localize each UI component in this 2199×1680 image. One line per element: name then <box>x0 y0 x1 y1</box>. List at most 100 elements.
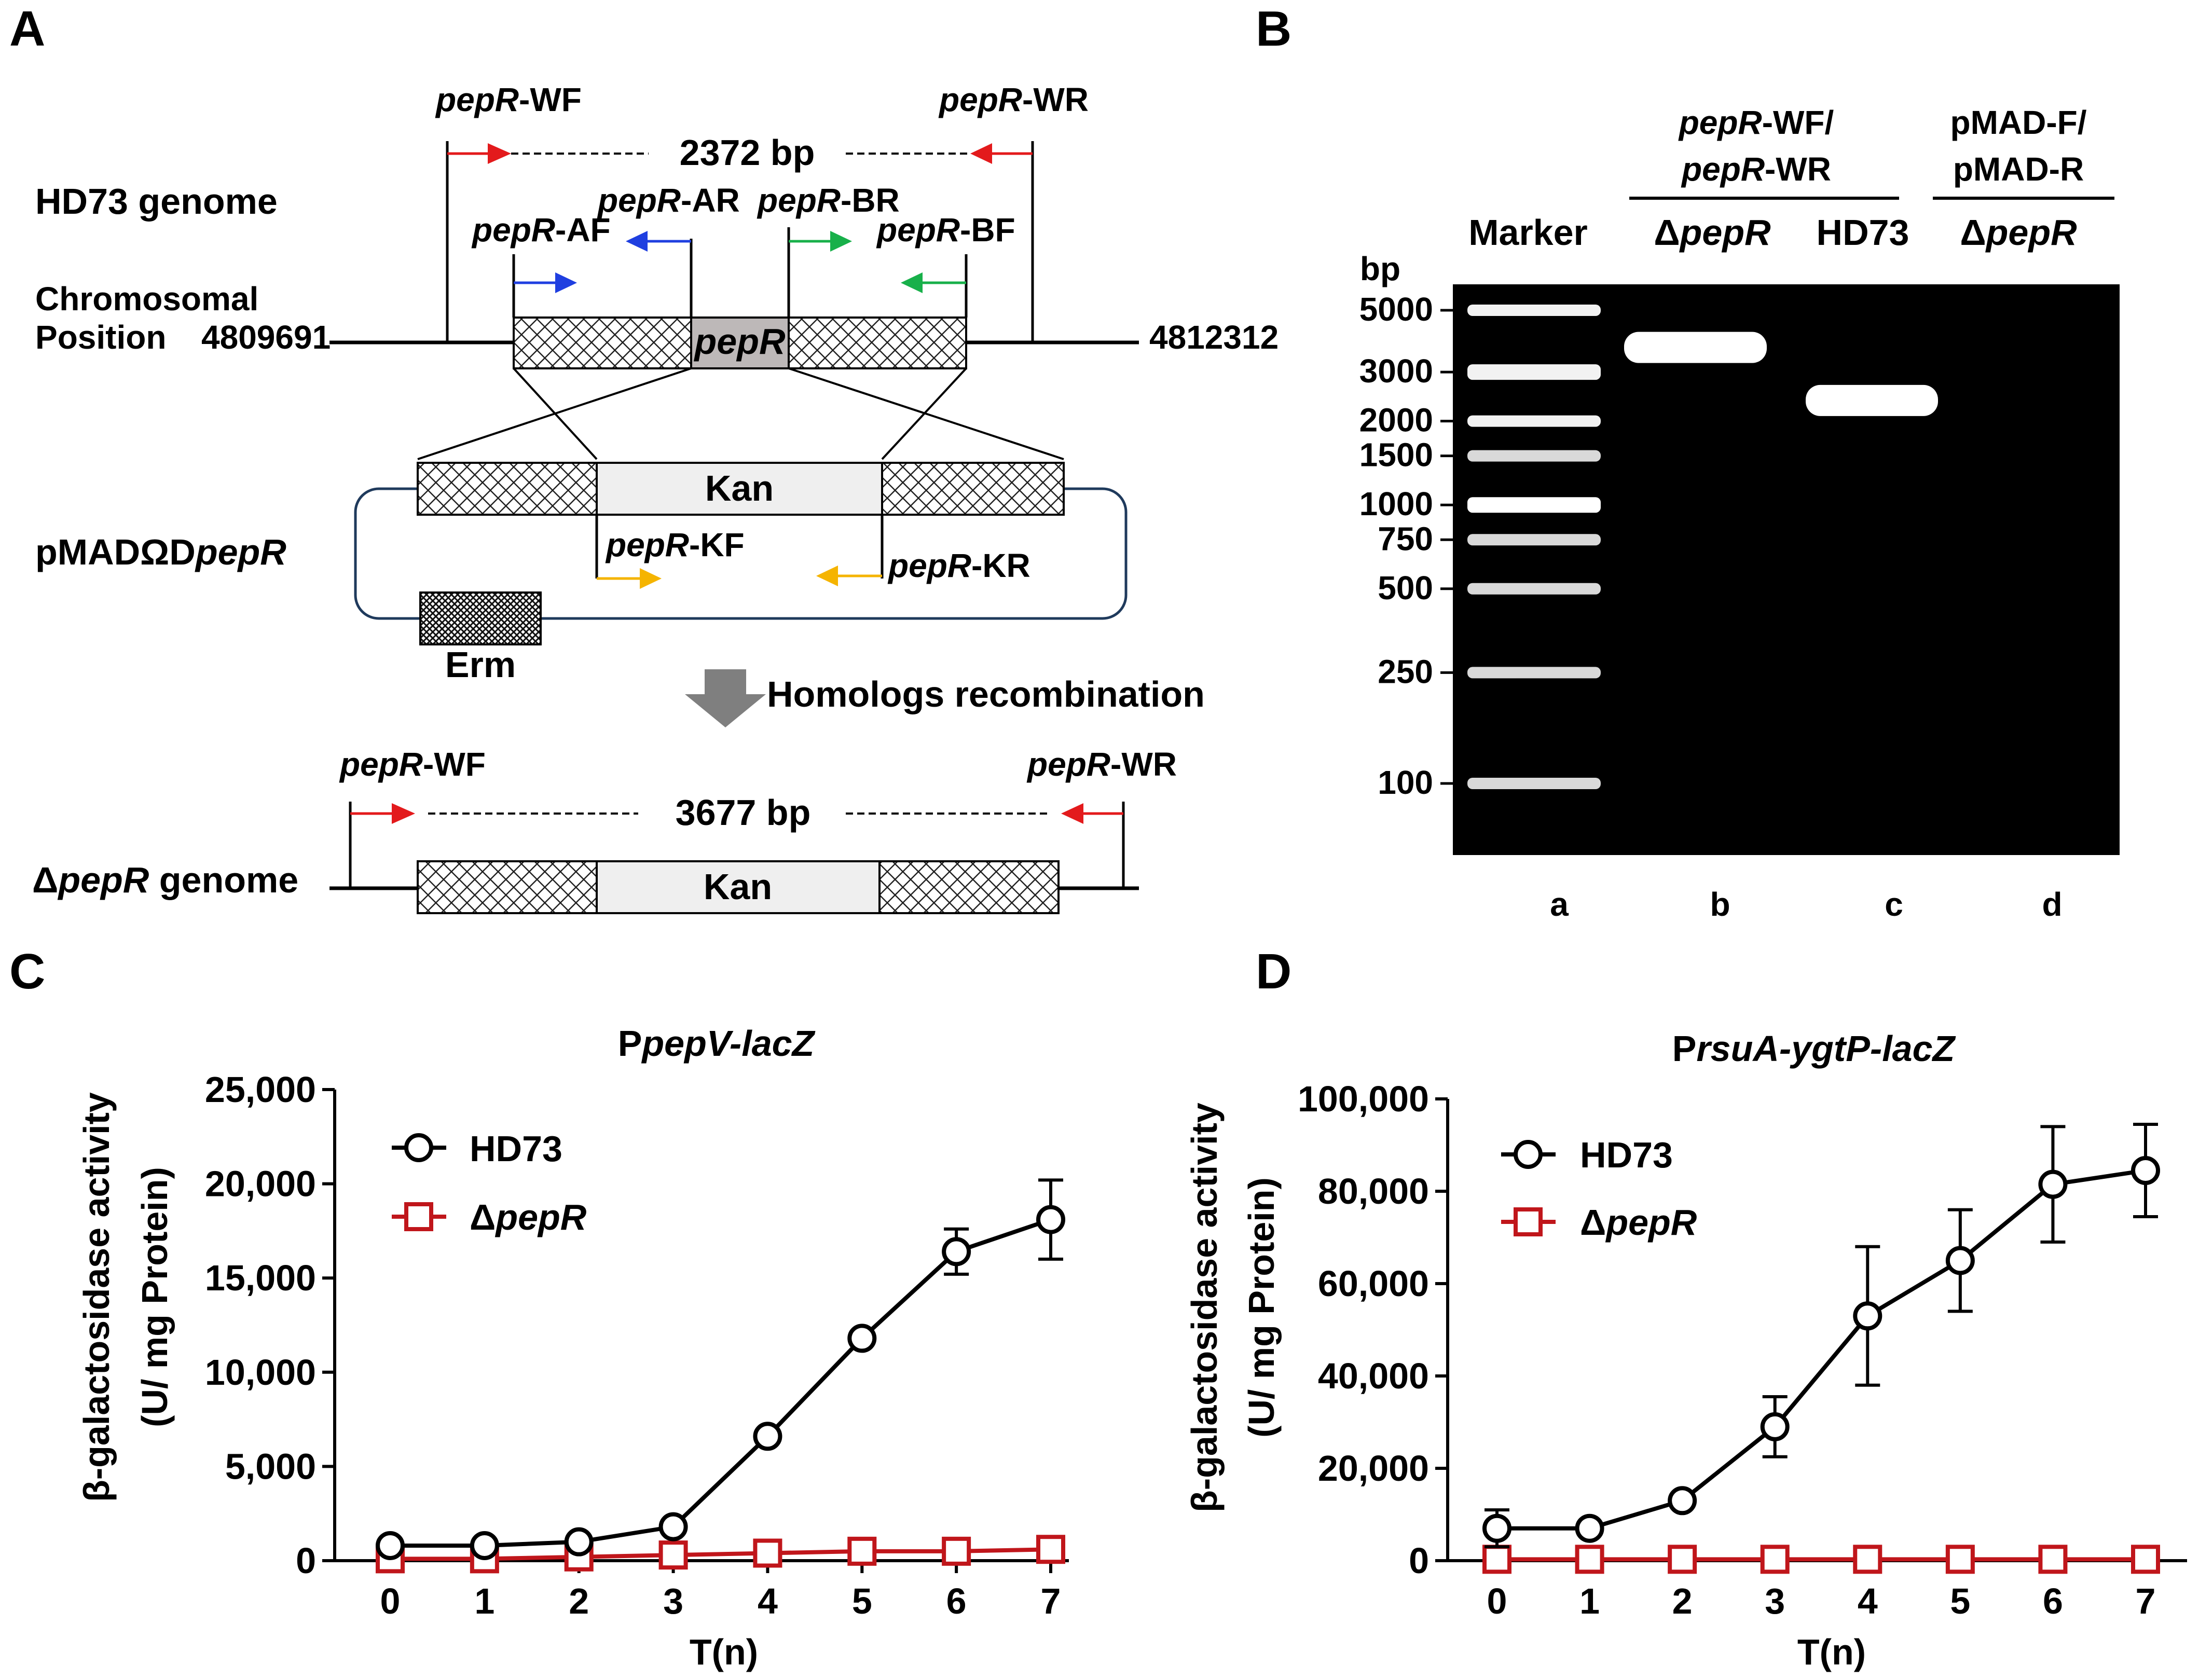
panel-c: C PpepV-lacZ β-galactosidase activity (U… <box>9 944 1069 1672</box>
lane-header-c: HD73 <box>1817 212 1909 253</box>
kr-arrow <box>816 566 882 586</box>
x-tick-label: 1 <box>474 1581 494 1621</box>
crossover-line-2 <box>417 367 692 460</box>
ladder-band <box>1467 778 1601 789</box>
gel-size-label: 750 <box>1378 520 1433 557</box>
downstream-arm <box>788 316 967 369</box>
gel-size-label: 3000 <box>1359 352 1433 390</box>
data-point-hd73 <box>1945 1246 1975 1275</box>
data-point-hd73 <box>1036 1205 1065 1234</box>
pepr-gene-box <box>690 316 790 369</box>
mutant-primer-wf-label: pepR-WF <box>339 746 486 783</box>
x-tick-label: 3 <box>663 1581 683 1621</box>
x-tick-label: 0 <box>380 1581 401 1621</box>
chart-d-title: PrsuA-ygtP-lacZ <box>1672 1028 1956 1069</box>
lane-letter-d: d <box>2042 886 2062 923</box>
data-point-hd73 <box>564 1527 594 1557</box>
sample-band-b <box>1624 332 1767 363</box>
kf-arrow <box>597 568 662 589</box>
wr-arrow <box>970 143 1033 164</box>
crossover-line-3 <box>788 367 1064 460</box>
x-tick-label: 4 <box>758 1581 778 1621</box>
ladder-band <box>1467 415 1601 427</box>
lane-letter-a: a <box>1550 886 1569 923</box>
legend-c-pepr-label: ΔpepR <box>470 1197 587 1237</box>
primer-af-label: pepR-AF <box>471 211 611 249</box>
data-point-pepr <box>658 1540 688 1570</box>
sample-band-c <box>1806 384 1938 416</box>
y-tick-label: 0 <box>1409 1540 1429 1581</box>
chart-d-xlabel: T(n) <box>1797 1632 1866 1672</box>
plasmid-kan <box>596 462 883 516</box>
chart-d-ylabel-line2: (U/ mg Protein) <box>1241 1177 1282 1438</box>
plasmid-kan-label: Kan <box>705 468 774 508</box>
position-start: 4809691 <box>201 319 331 356</box>
x-tick-label: 5 <box>852 1581 872 1621</box>
data-point-pepr <box>2131 1545 2160 1574</box>
plasmid-right-arm <box>881 462 1065 516</box>
legend-c-hd73-marker <box>404 1133 433 1162</box>
data-point-hd73 <box>753 1422 782 1451</box>
data-point-pepr <box>1945 1545 1975 1574</box>
primer-kr-label: pepR-KR <box>887 547 1030 584</box>
gel-unit-label: bp <box>1360 250 1400 287</box>
data-point-pepr <box>2038 1545 2068 1574</box>
x-tick-label: 2 <box>1672 1581 1693 1621</box>
gel-size-label: 500 <box>1378 569 1433 607</box>
data-point-hd73 <box>2131 1155 2160 1185</box>
ladder-band <box>1467 583 1601 595</box>
lane-header-b: ΔpepR <box>1654 212 1771 253</box>
gel-size-label: 1000 <box>1359 485 1433 522</box>
ar-arrow <box>626 231 691 252</box>
primer-wf-label: pepR-WF <box>435 81 582 118</box>
plasmid-erm <box>419 591 542 645</box>
x-tick-label: 7 <box>2136 1581 2156 1621</box>
chart-c-xlabel: T(n) <box>690 1632 758 1672</box>
legend-c-hd73-label: HD73 <box>470 1128 562 1169</box>
y-tick-label: 100,000 <box>1298 1079 1429 1119</box>
data-point-hd73 <box>1575 1513 1604 1543</box>
crossover-line-4 <box>881 367 967 460</box>
primer-br-label: pepR-BR <box>757 182 900 219</box>
chart-c-title: PpepV-lacZ <box>618 1023 816 1064</box>
bf-arrow <box>901 272 966 293</box>
y-tick-label: 60,000 <box>1318 1263 1429 1304</box>
pepr-gene-label: pepR <box>694 321 786 362</box>
y-tick-label: 20,000 <box>1318 1448 1429 1489</box>
y-tick-label: 15,000 <box>205 1258 316 1298</box>
legend-d-hd73-marker <box>1514 1140 1543 1169</box>
chart-d-ylabel-line1: β-galactosidase activity <box>1184 1103 1225 1512</box>
gel-bands <box>1467 305 1938 789</box>
ladder-band <box>1467 364 1601 380</box>
data-point-pepr <box>1036 1535 1065 1564</box>
recombination-label: Homologs recombination <box>767 674 1205 714</box>
panel-d: D PrsuA-ygtP-lacZ β-galactosidase activi… <box>1184 944 2187 1672</box>
gel-size-label: 250 <box>1378 653 1433 690</box>
x-tick-label: 7 <box>1041 1581 1061 1621</box>
plasmid-erm-label: Erm <box>445 644 516 685</box>
chromosomal-label: Chromosomal <box>35 280 258 318</box>
data-point-hd73 <box>942 1237 971 1266</box>
gel-header-group2-line1: pMAD-F/ <box>1950 104 2086 141</box>
data-point-pepr <box>1575 1545 1604 1574</box>
data-point-hd73 <box>376 1531 405 1560</box>
mutant-wf-arrow <box>350 803 415 824</box>
y-tick-label: 40,000 <box>1318 1356 1429 1396</box>
mutant-left-arm <box>417 860 598 914</box>
primer-ar-label: pepR-AR <box>597 182 740 219</box>
series-line-hd73 <box>390 1217 1052 1548</box>
data-point-hd73 <box>1482 1513 1511 1543</box>
data-point-hd73 <box>470 1531 499 1560</box>
x-tick-label: 6 <box>2043 1581 2063 1621</box>
y-tick-label: 80,000 <box>1318 1171 1429 1211</box>
mutant-right-arm <box>878 860 1060 914</box>
chart-d-legend: HD73 ΔpepR <box>1501 1135 1697 1243</box>
x-tick-label: 5 <box>1950 1581 1970 1621</box>
plasmid-label: pMADΩDpepR <box>35 532 286 572</box>
x-tick-label: 2 <box>569 1581 589 1621</box>
lane-letter-b: b <box>1710 886 1730 923</box>
panel-a: A 2372 bp pepR-WF pepR-WR HD73 genome <box>9 1 1279 914</box>
y-tick-label: 10,000 <box>205 1352 316 1393</box>
